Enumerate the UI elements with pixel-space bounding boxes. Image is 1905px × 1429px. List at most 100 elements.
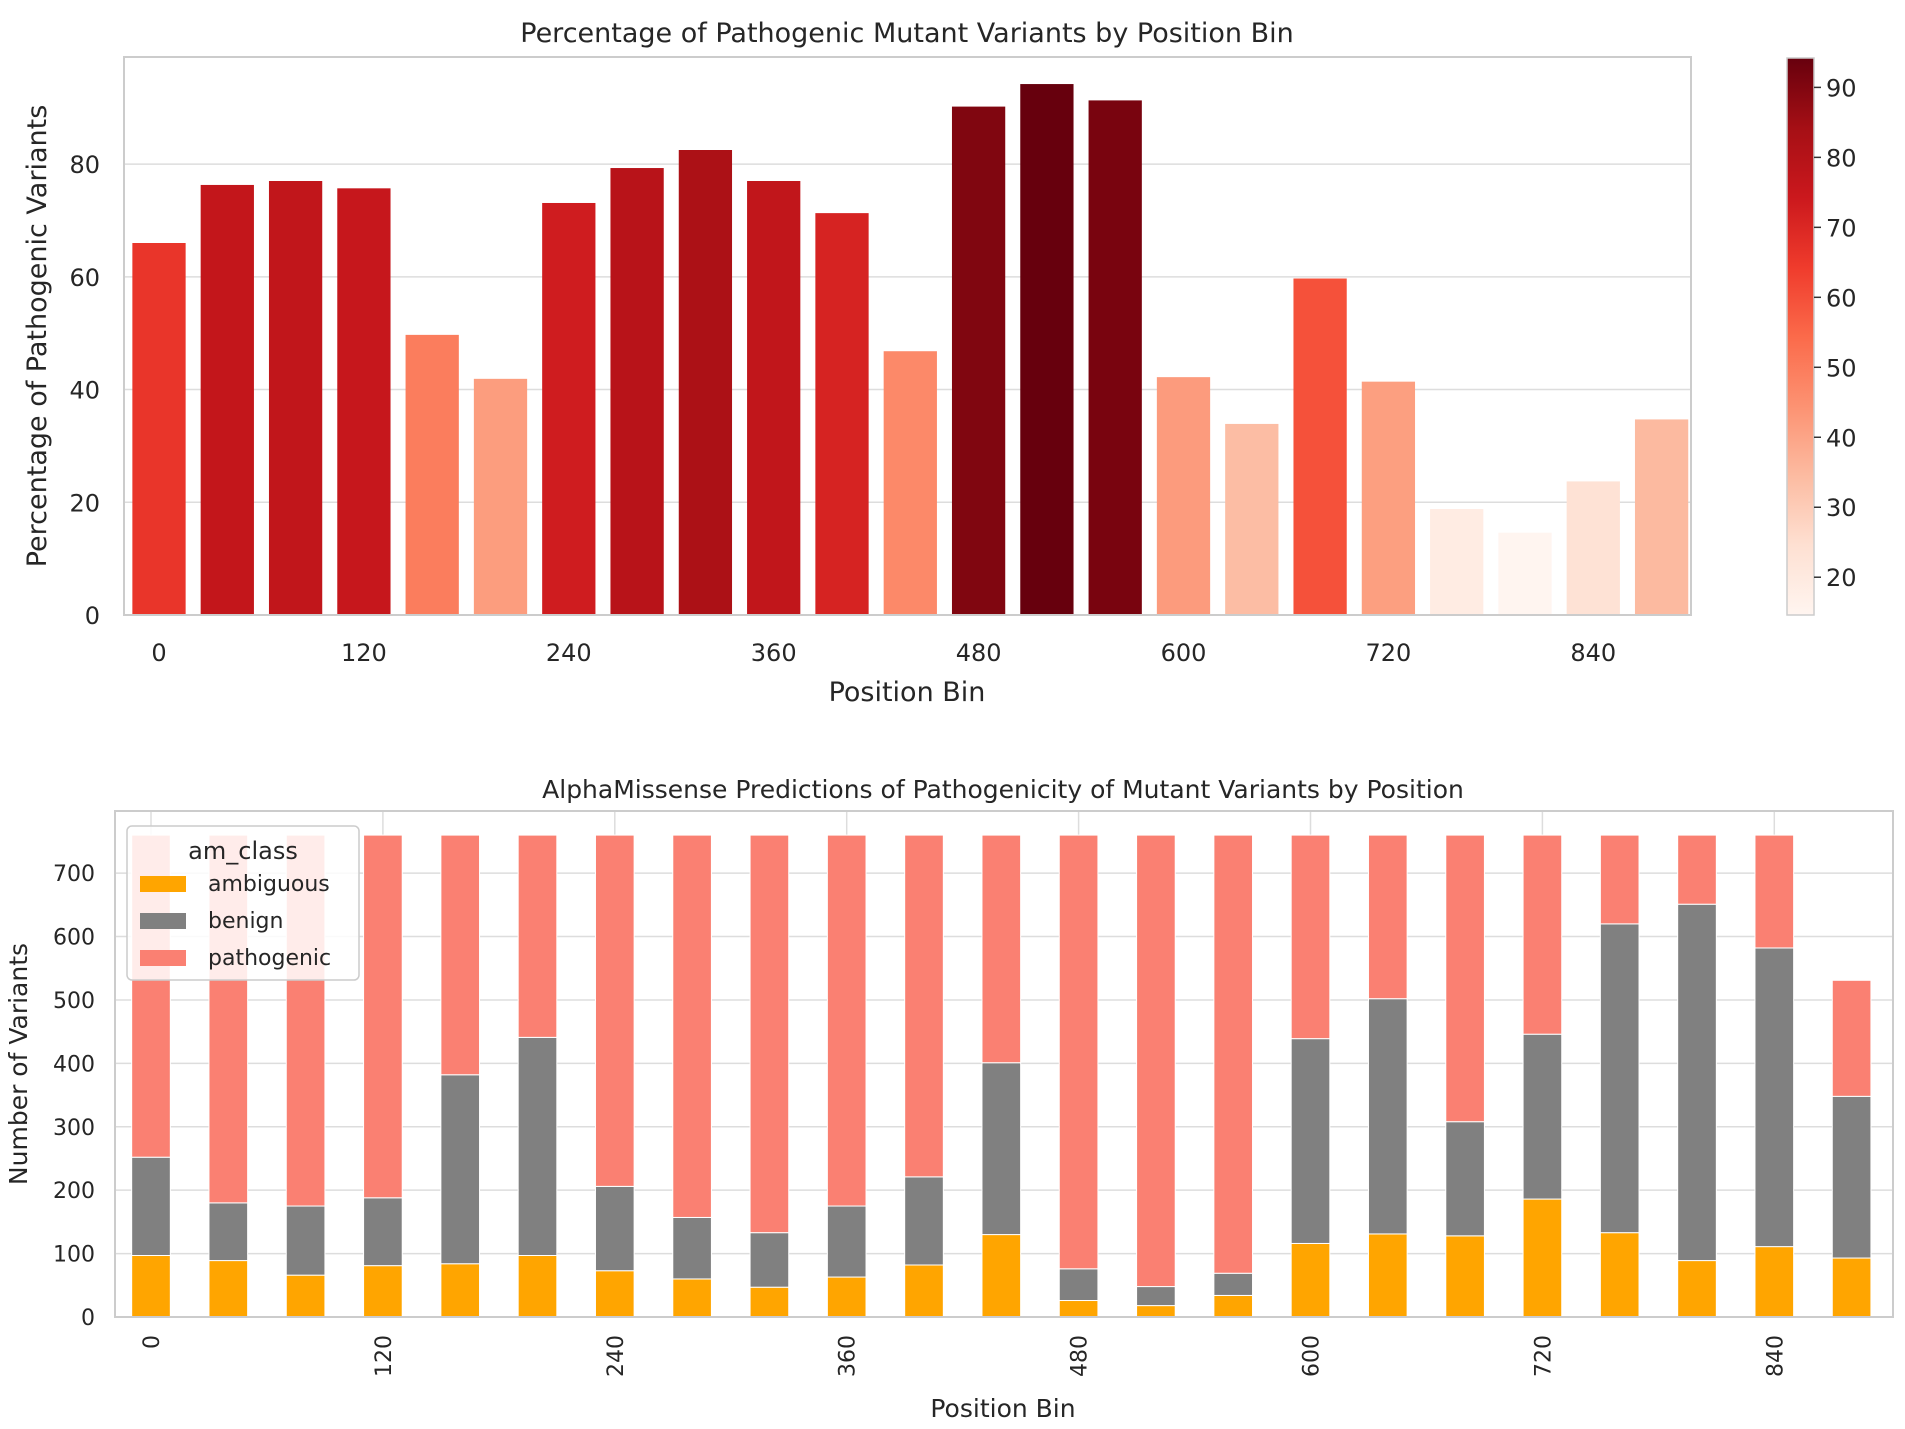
chart2-bar-segment-ambiguous <box>440 1263 481 1318</box>
colorbar-tick-label: 80 <box>1826 144 1857 172</box>
chart2-bar-segment-ambiguous <box>1367 1233 1408 1318</box>
chart2-bar-segment-ambiguous <box>208 1260 249 1318</box>
chart1-bar <box>1361 381 1416 615</box>
chart2-bar-segment-pathogenic <box>672 834 712 1218</box>
chart2-bar-segment-benign <box>1367 998 1408 1235</box>
chart2-x-tick-label: 720 <box>1531 1335 1556 1377</box>
chart1-title: Percentage of Pathogenic Mutant Variants… <box>520 18 1293 49</box>
chart2-bar-segment-ambiguous <box>1058 1300 1099 1318</box>
chart2-x-tick-label: 0 <box>140 1335 165 1349</box>
chart1-x-tick-label: 0 <box>151 639 166 667</box>
chart2-bar-segment-benign <box>1677 903 1717 1262</box>
colorbar-tick-label: 90 <box>1826 74 1857 102</box>
chart1-y-tick-label: 20 <box>69 489 100 517</box>
colorbar-tick-label: 50 <box>1826 354 1857 382</box>
chart1-x-axis-label: Position Bin <box>829 677 986 708</box>
chart2-x-tick-label: 120 <box>372 1335 397 1377</box>
chart1-bars <box>132 84 1689 616</box>
chart2-bar-segment-benign <box>672 1216 712 1280</box>
chart2-bar-segment-benign <box>1522 1033 1563 1200</box>
legend-label-benign: benign <box>208 909 283 934</box>
chart2-bar-segment-benign <box>826 1205 867 1278</box>
chart1-bar <box>1634 419 1689 615</box>
chart1-y-tick-label: 40 <box>69 377 100 405</box>
chart2-bar-segment-ambiguous <box>904 1264 944 1318</box>
chart1-bar <box>678 150 733 615</box>
chart2-bar-segment-ambiguous <box>1213 1294 1254 1318</box>
chart2-y-ticks: 0 100 200 300 400 500 600 700 <box>53 862 95 1331</box>
chart1-y-tick-label: 60 <box>69 264 100 292</box>
chart2-bar-segment-pathogenic <box>440 834 481 1076</box>
chart1-bar <box>747 181 801 615</box>
chart2-bar-segment-ambiguous <box>1136 1305 1176 1318</box>
chart2-x-tick-label: 480 <box>1068 1335 1093 1377</box>
chart2-y-tick-label: 500 <box>53 989 95 1014</box>
chart2-y-tick-label: 100 <box>53 1243 95 1268</box>
chart2-bar-segment-pathogenic <box>594 834 635 1187</box>
chart2-bar-segment-benign <box>1136 1286 1176 1307</box>
chart2-bars <box>131 834 1872 1318</box>
chart2-bar-segment-pathogenic <box>1754 834 1795 949</box>
chart2-bar-segment-ambiguous <box>285 1274 326 1318</box>
chart2-bar-segment-ambiguous <box>1754 1246 1795 1318</box>
chart2-bar-segment-benign <box>904 1176 944 1266</box>
legend-swatch-ambiguous <box>140 876 186 892</box>
chart1-x-tick-label: 840 <box>1570 639 1616 667</box>
chart2-y-tick-label: 600 <box>53 926 95 951</box>
chart2-x-axis-label: Position Bin <box>930 1394 1075 1423</box>
chart1-bar <box>1498 532 1552 615</box>
chart1-bar <box>1293 278 1347 615</box>
chart1-bar <box>1225 423 1279 615</box>
chart1-bar <box>1430 509 1484 615</box>
legend-title: am_class <box>188 837 298 865</box>
chart1-bar <box>473 378 528 615</box>
chart2-y-tick-label: 300 <box>53 1116 95 1141</box>
chart2-x-tick-label: 600 <box>1300 1335 1325 1377</box>
chart2-bar-segment-pathogenic <box>1213 834 1254 1274</box>
chart2-bar-segment-benign <box>285 1205 326 1276</box>
chart2-bar-segment-benign <box>1831 1095 1872 1259</box>
chart2-x-tick-label: 840 <box>1763 1335 1788 1377</box>
chart2-bar-segment-benign <box>208 1202 249 1262</box>
chart1-bar <box>1088 100 1142 615</box>
chart2-bar-segment-ambiguous <box>1290 1242 1331 1318</box>
legend-label-pathogenic: pathogenic <box>208 946 331 971</box>
chart2-bar-segment-pathogenic <box>826 834 867 1207</box>
colorbar-tick-label: 60 <box>1826 284 1857 312</box>
alphamissense-stacked-chart: AlphaMissense Predictions of Pathogenici… <box>4 775 1894 1423</box>
chart1-y-ticks: 0 20 40 60 80 <box>69 151 100 630</box>
chart2-bar-segment-ambiguous <box>826 1276 867 1318</box>
chart2-bar-segment-benign <box>1754 947 1795 1248</box>
legend-label-ambiguous: ambiguous <box>208 872 330 897</box>
chart1-bar <box>815 213 869 616</box>
chart2-bar-segment-pathogenic <box>1058 834 1099 1270</box>
chart1-y-tick-label: 80 <box>69 151 100 179</box>
colorbar-ticks: 20 30 40 50 60 70 80 90 <box>1814 74 1857 592</box>
chart1-bar <box>951 106 1006 615</box>
chart1-x-tick-label: 600 <box>1161 639 1207 667</box>
chart1-bar <box>1566 481 1620 615</box>
chart2-bar-segment-pathogenic <box>1599 834 1640 925</box>
chart2-bar-segment-pathogenic <box>1136 834 1176 1288</box>
chart2-bar-segment-ambiguous <box>594 1270 635 1318</box>
chart1-bar <box>337 188 391 615</box>
chart2-bar-segment-pathogenic <box>363 834 403 1199</box>
legend-box <box>126 825 360 981</box>
colorbar-tick-label: 70 <box>1826 214 1857 242</box>
chart2-bar-segment-benign <box>981 1062 1022 1236</box>
chart1-bar <box>883 351 937 615</box>
chart2-bar-segment-pathogenic <box>1367 834 1408 1000</box>
chart2-bar-segment-benign <box>440 1074 481 1265</box>
chart1-plot-frame <box>123 56 1692 616</box>
chart2-legend: am_class ambiguous benign pathogenic <box>126 825 360 981</box>
chart2-bar-segment-benign <box>1599 923 1640 1234</box>
chart2-y-tick-label: 400 <box>53 1052 95 1077</box>
chart2-bar-segment-ambiguous <box>517 1254 558 1318</box>
chart2-bar-segment-benign <box>594 1185 635 1272</box>
legend-swatch-pathogenic <box>140 950 186 966</box>
colorbar-tick-label: 30 <box>1826 494 1857 522</box>
chart2-y-tick-label: 200 <box>53 1179 95 1204</box>
chart1-y-axis-label: Percentage of Pathogenic Variants <box>22 105 53 568</box>
colorbar-tick-label: 40 <box>1826 424 1857 452</box>
